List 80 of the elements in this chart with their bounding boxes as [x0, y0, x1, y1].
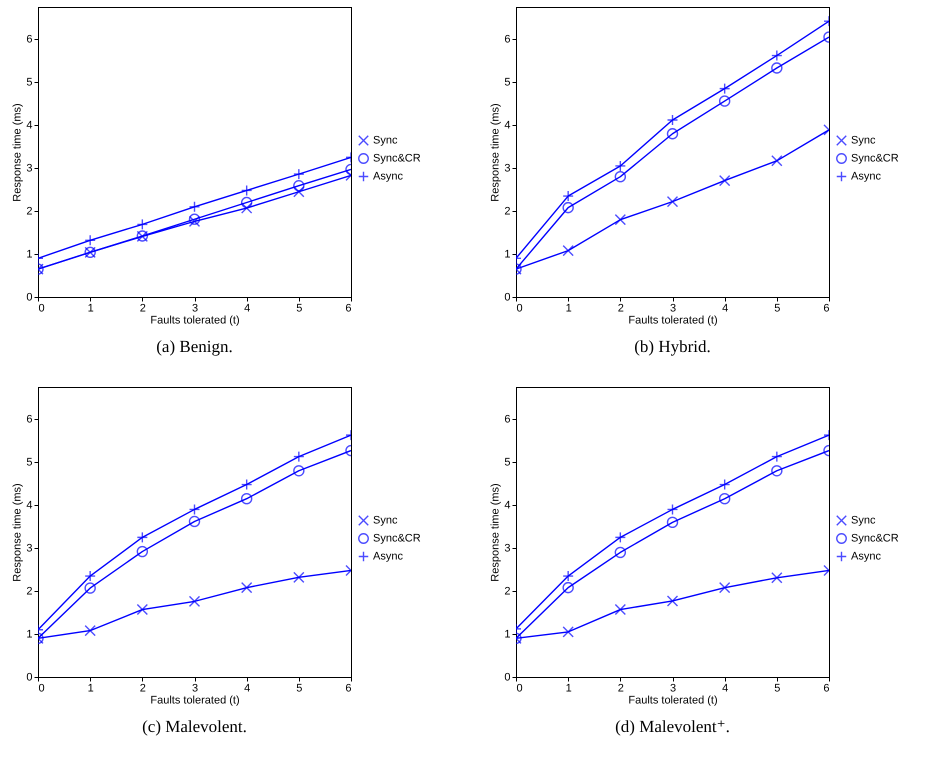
y-tick-label: 4 — [504, 120, 510, 132]
x-tick-label: 2 — [140, 302, 146, 314]
y-tick-label: 1 — [504, 628, 510, 641]
y-tick-label: 3 — [504, 162, 510, 175]
legend-label: Async — [851, 550, 882, 562]
text: (c) Malevolent. — [142, 717, 247, 736]
y-tick-label: 3 — [504, 542, 510, 555]
x-tick-label: 6 — [345, 302, 352, 314]
legend-label: Sync&CR — [851, 532, 899, 544]
y-tick-label: 1 — [504, 248, 510, 261]
y-tick-label: 1 — [26, 248, 32, 261]
y-tick-label: 6 — [26, 414, 32, 426]
y-tick-label: 5 — [504, 456, 510, 469]
y-tick-label: 3 — [26, 162, 32, 175]
y-tick-label: 4 — [26, 120, 32, 132]
x-tick-label: 4 — [244, 302, 250, 314]
x-tick-label: 2 — [618, 302, 624, 314]
x-axis-title: Faults tolerated (t) — [628, 694, 718, 706]
y-tick-label: 2 — [504, 586, 510, 598]
y-tick-label: 3 — [26, 542, 32, 555]
legend-label: Sync — [851, 134, 876, 146]
y-tick-label: 4 — [26, 500, 32, 512]
x-tick-label: 3 — [670, 302, 676, 314]
x-tick-label: 3 — [192, 682, 198, 694]
y-tick-label: 4 — [504, 500, 510, 512]
y-axis-title: Response time (ms) — [11, 103, 24, 202]
legend-label: Async — [373, 170, 404, 182]
x-tick-label: 1 — [566, 302, 572, 314]
legend-label: Async — [851, 170, 882, 182]
legend-label: Sync — [373, 514, 398, 526]
x-tick-label: 5 — [774, 682, 780, 694]
text: (d) Malevolent⁺. — [615, 717, 730, 736]
x-tick-label: 6 — [823, 302, 830, 314]
x-tick-label: 4 — [722, 682, 728, 694]
x-axis-title: Faults tolerated (t) — [628, 314, 718, 326]
y-tick-label: 6 — [504, 414, 510, 426]
y-tick-label: 6 — [26, 34, 32, 46]
legend-label: Async — [373, 550, 404, 562]
x-tick-label: 1 — [88, 682, 94, 694]
text: (a) Benign. — [156, 337, 233, 356]
x-tick-label: 6 — [823, 682, 830, 694]
y-tick-label: 0 — [504, 292, 510, 304]
y-tick-label: 2 — [26, 586, 32, 598]
x-tick-label: 1 — [566, 682, 572, 694]
x-tick-label: 3 — [670, 682, 676, 694]
x-tick-label: 4 — [722, 302, 728, 314]
x-tick-label: 5 — [296, 682, 302, 694]
x-tick-label: 3 — [192, 302, 198, 314]
y-tick-label: 2 — [504, 206, 510, 218]
y-axis-title: Response time (ms) — [489, 103, 502, 202]
text: (b) Hybrid. — [634, 337, 711, 356]
y-tick-label: 0 — [504, 672, 510, 684]
y-tick-label: 5 — [26, 76, 32, 89]
y-tick-label: 0 — [26, 672, 32, 684]
x-tick-label: 2 — [140, 682, 146, 694]
y-tick-label: 5 — [26, 456, 32, 469]
x-tick-label: 4 — [244, 682, 250, 694]
y-tick-label: 6 — [504, 34, 510, 46]
y-tick-label: 0 — [26, 292, 32, 304]
y-tick-label: 2 — [26, 206, 32, 218]
x-tick-label: 2 — [618, 682, 624, 694]
legend-label: Sync&CR — [373, 532, 421, 544]
legend-label: Sync — [851, 514, 876, 526]
x-axis-title: Faults tolerated (t) — [150, 694, 240, 706]
y-axis-title: Response time (ms) — [11, 483, 24, 582]
x-tick-label: 6 — [345, 682, 352, 694]
x-tick-label: 0 — [38, 302, 45, 314]
x-tick-label: 0 — [38, 682, 45, 694]
y-tick-label: 1 — [26, 628, 32, 641]
legend-label: Sync — [373, 134, 398, 146]
x-tick-label: 1 — [88, 302, 94, 314]
x-tick-label: 5 — [774, 302, 780, 314]
x-tick-label: 0 — [516, 302, 523, 314]
y-axis-title: Response time (ms) — [489, 483, 502, 582]
x-tick-label: 0 — [516, 682, 523, 694]
legend-label: Sync&CR — [373, 152, 421, 164]
x-axis-title: Faults tolerated (t) — [150, 314, 240, 326]
legend-label: Sync&CR — [851, 152, 899, 164]
x-tick-label: 5 — [296, 302, 302, 314]
y-tick-label: 5 — [504, 76, 510, 89]
